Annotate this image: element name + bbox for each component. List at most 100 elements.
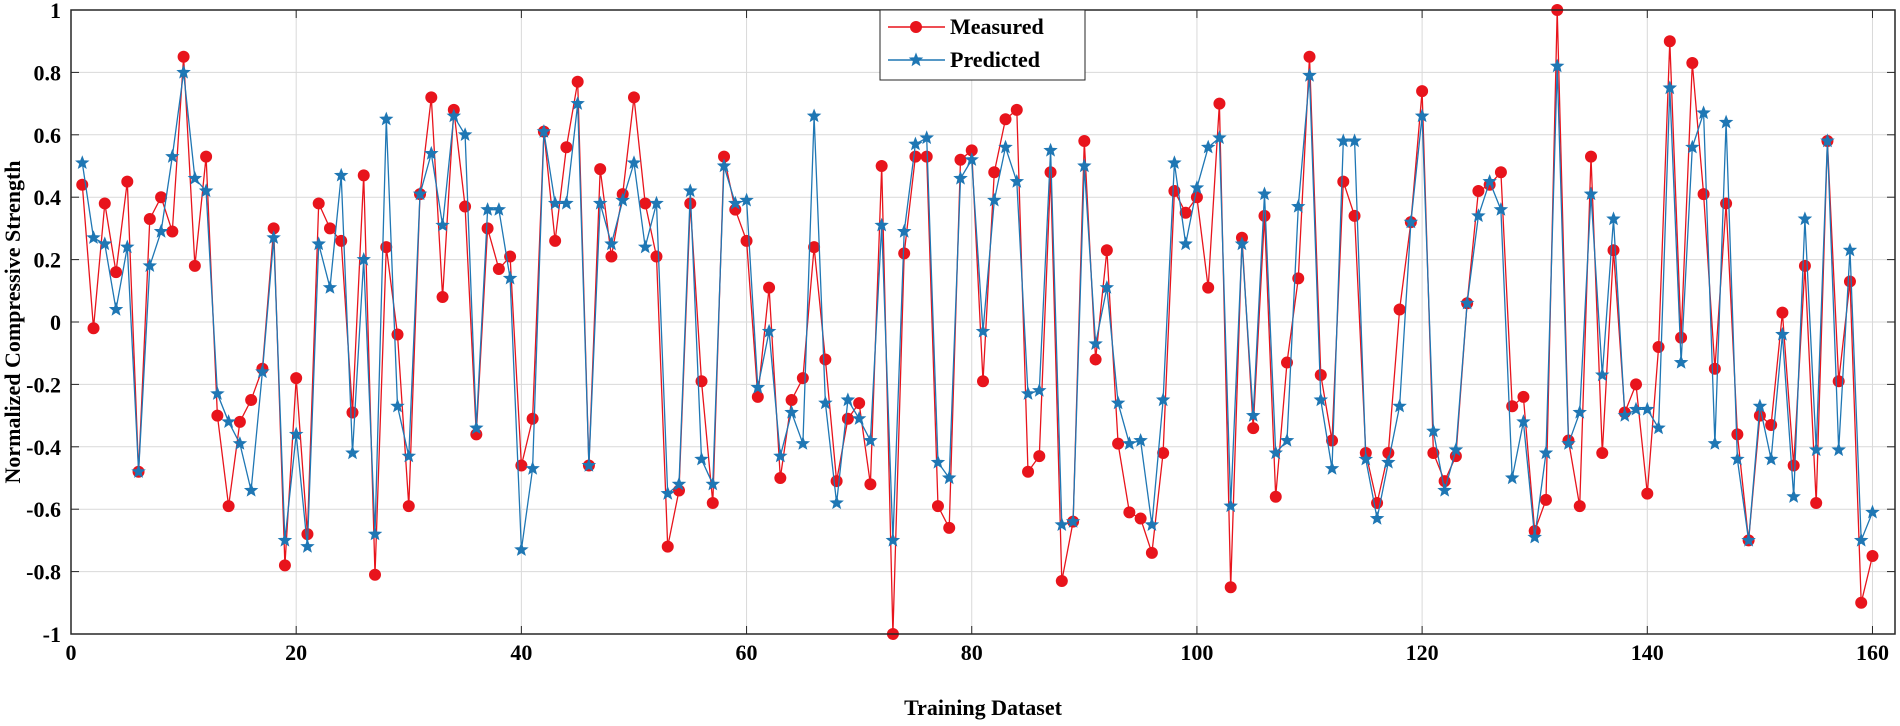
predicted-point bbox=[863, 433, 878, 447]
predicted-point bbox=[1020, 386, 1036, 400]
predicted-point bbox=[728, 195, 743, 210]
predicted-point bbox=[1752, 398, 1768, 413]
predicted-point bbox=[919, 130, 934, 145]
measured-point bbox=[1303, 50, 1316, 63]
measured-point bbox=[661, 540, 674, 553]
predicted-point bbox=[930, 454, 946, 469]
predicted-point bbox=[1032, 382, 1047, 397]
predicted-point bbox=[1808, 442, 1824, 457]
measured-point bbox=[1314, 369, 1327, 382]
predicted-point bbox=[874, 217, 889, 232]
measured-point bbox=[177, 50, 190, 63]
predicted-point bbox=[97, 236, 113, 251]
measured-point bbox=[1078, 135, 1091, 148]
measured-point bbox=[931, 500, 944, 513]
measured-point bbox=[1573, 500, 1586, 513]
measured-point bbox=[1855, 596, 1868, 609]
predicted-point bbox=[1313, 392, 1329, 407]
predicted-point bbox=[1347, 133, 1362, 148]
measured-point bbox=[1663, 35, 1676, 48]
measured-point bbox=[1269, 490, 1282, 503]
y-tick-label: -1 bbox=[43, 622, 61, 647]
predicted-point bbox=[243, 482, 259, 497]
measured-point bbox=[1247, 422, 1260, 435]
predicted-point bbox=[1133, 433, 1148, 447]
predicted-point bbox=[1549, 58, 1565, 73]
measured-point bbox=[549, 234, 562, 247]
legend-predicted-marker bbox=[908, 52, 924, 67]
measured-point bbox=[864, 478, 877, 491]
measured-point bbox=[875, 160, 888, 172]
predicted-point bbox=[108, 301, 124, 316]
measured-point bbox=[402, 500, 415, 513]
predicted-point bbox=[1200, 139, 1216, 154]
predicted-point bbox=[1167, 155, 1182, 169]
predicted-point bbox=[367, 526, 383, 541]
measured-point bbox=[290, 372, 303, 385]
predicted-point bbox=[750, 379, 766, 394]
predicted-point bbox=[379, 111, 394, 126]
predicted-point bbox=[1595, 367, 1610, 382]
predicted-point bbox=[1617, 408, 1633, 422]
predicted-point bbox=[525, 460, 540, 475]
predicted-point bbox=[457, 127, 473, 142]
measured-point bbox=[222, 500, 235, 513]
measured-point bbox=[200, 150, 213, 163]
predicted-point bbox=[592, 195, 608, 210]
measured-point bbox=[1213, 97, 1226, 110]
predicted-point bbox=[1448, 442, 1464, 457]
predicted-point bbox=[1009, 174, 1025, 188]
predicted-point bbox=[412, 186, 428, 201]
x-tick-label: 20 bbox=[285, 640, 307, 665]
measured-point bbox=[830, 475, 843, 488]
predicted-point bbox=[131, 464, 146, 478]
measured-point bbox=[346, 406, 359, 419]
predicted-point bbox=[491, 202, 507, 216]
x-tick-label: 120 bbox=[1406, 640, 1439, 665]
predicted-point bbox=[1212, 130, 1227, 145]
measured-point bbox=[627, 91, 640, 104]
predicted-point bbox=[840, 392, 856, 407]
predicted-point bbox=[1504, 470, 1520, 485]
predicted-point bbox=[1651, 420, 1666, 435]
predicted-point bbox=[1110, 395, 1126, 410]
measured-point bbox=[909, 150, 922, 163]
predicted-point bbox=[277, 532, 293, 547]
measured-point bbox=[650, 250, 663, 263]
predicted-point bbox=[198, 183, 214, 198]
predicted-point bbox=[784, 404, 799, 419]
x-tick-label: 160 bbox=[1856, 640, 1889, 665]
measured-point bbox=[1348, 209, 1361, 222]
predicted-point bbox=[1538, 445, 1554, 460]
series-layer bbox=[75, 4, 1880, 640]
predicted-point bbox=[1685, 139, 1700, 154]
predicted-point bbox=[1414, 108, 1430, 123]
measured-point bbox=[1720, 197, 1733, 210]
measured-point bbox=[233, 415, 246, 428]
predicted-point bbox=[1144, 517, 1160, 531]
predicted-point bbox=[1268, 445, 1283, 460]
measured-point bbox=[1494, 166, 1507, 179]
predicted-point bbox=[806, 108, 822, 123]
predicted-point bbox=[1088, 336, 1103, 350]
predicted-point bbox=[694, 451, 709, 466]
measured-point bbox=[1168, 184, 1181, 197]
measured-point bbox=[1585, 150, 1597, 163]
predicted-point bbox=[604, 236, 619, 251]
predicted-point bbox=[1054, 517, 1070, 532]
measured-point bbox=[425, 91, 438, 104]
predicted-point bbox=[221, 414, 236, 429]
measured-point bbox=[245, 394, 258, 406]
measured-point bbox=[1731, 428, 1744, 441]
predicted-point bbox=[1392, 398, 1407, 413]
predicted-point bbox=[964, 152, 979, 166]
y-tick-label: -0.6 bbox=[26, 497, 61, 522]
y-tick-label: 0 bbox=[50, 310, 61, 335]
measured-point bbox=[1506, 400, 1519, 413]
predicted-point bbox=[1358, 451, 1374, 466]
predicted-point bbox=[1786, 489, 1801, 503]
measured-point bbox=[323, 222, 336, 235]
measured-point bbox=[87, 322, 100, 335]
predicted-point bbox=[345, 445, 360, 460]
x-tick-label: 140 bbox=[1631, 640, 1664, 665]
